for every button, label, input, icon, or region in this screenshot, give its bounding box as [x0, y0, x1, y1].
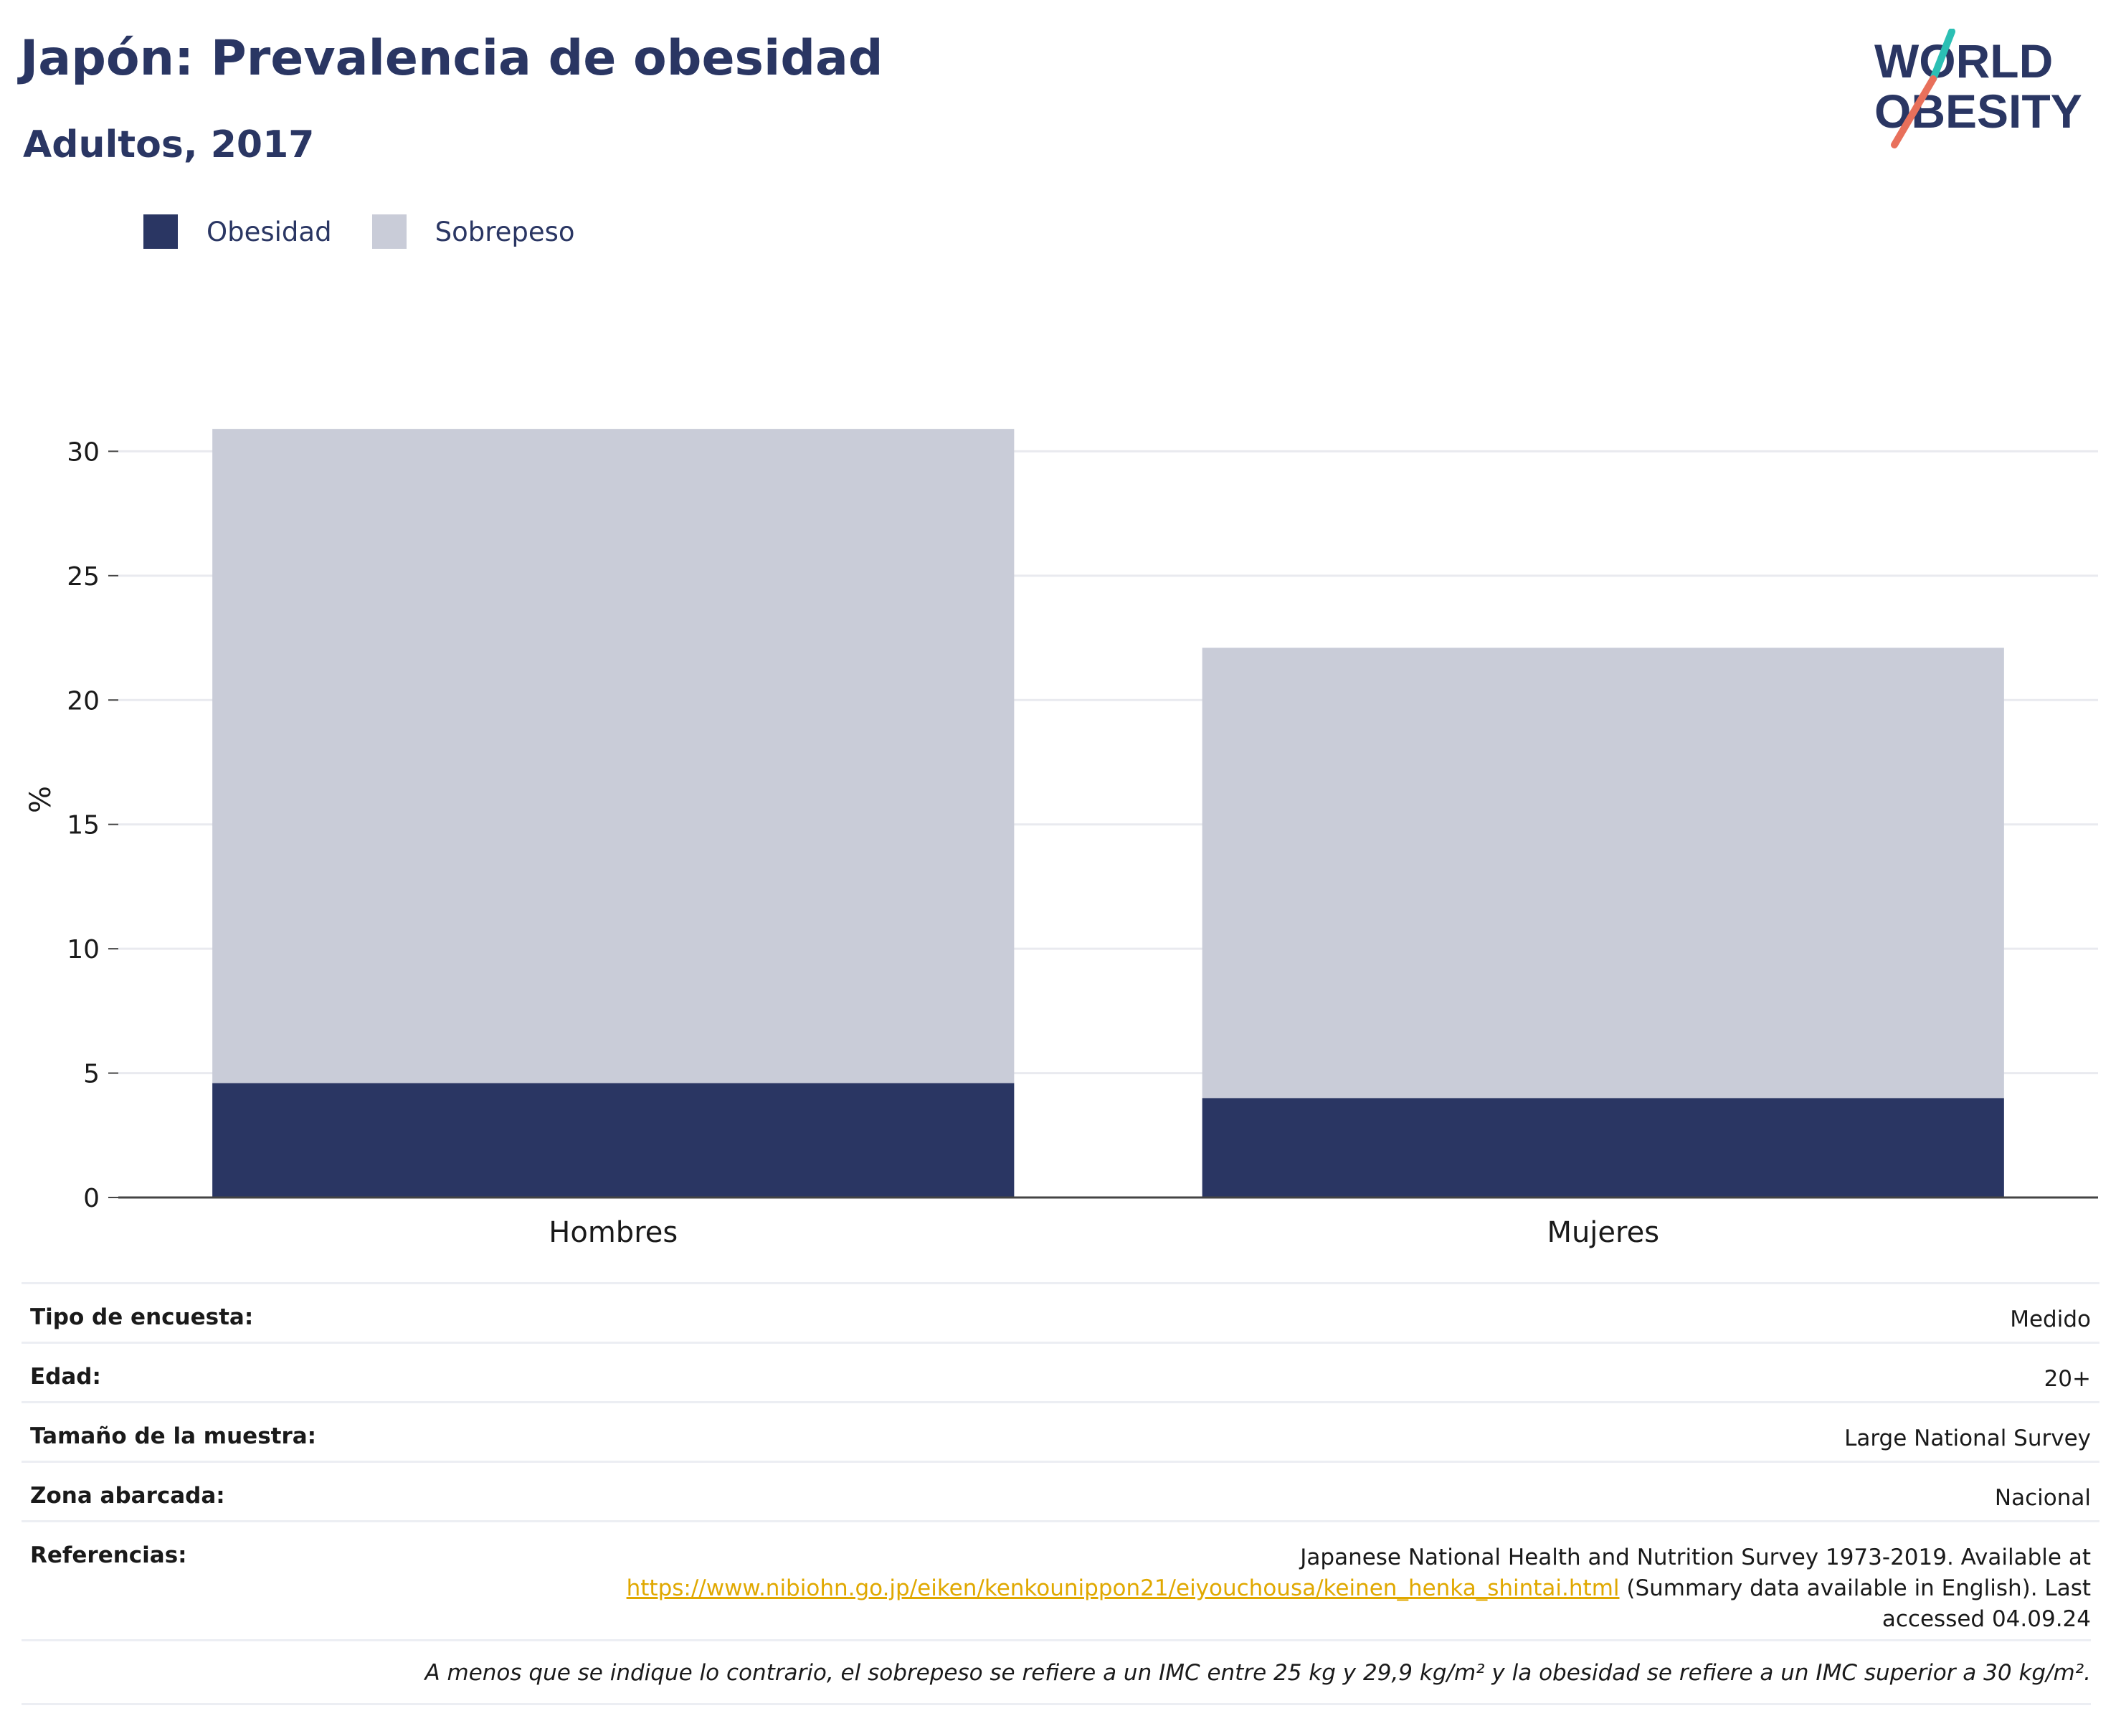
info-row-area: Zona abarcada: Nacional — [22, 1461, 2099, 1520]
info-row-references: Referencias: Japanese National Health an… — [22, 1520, 2099, 1643]
legend-label-sobrepeso: Sobrepeso — [435, 216, 575, 247]
page-subtitle: Adultos, 2017 — [23, 123, 315, 166]
legend-swatch-obesidad — [143, 214, 178, 249]
y-tick-label: 0 — [83, 1184, 100, 1213]
bar-sobrepeso-mujeres — [1202, 648, 2004, 1099]
y-tick-label: 30 — [67, 437, 100, 467]
logo-line1: WORLD — [1874, 34, 2053, 87]
references-line1: Japanese National Health and Nutrition S… — [1300, 1545, 2091, 1570]
info-key: Tamaño de la muestra: — [30, 1423, 317, 1449]
info-value: 20+ — [2044, 1366, 2091, 1392]
y-tick-label: 5 — [83, 1060, 100, 1089]
info-value: Medido — [2010, 1306, 2091, 1332]
info-row-survey-type: Tipo de encuesta: Medido — [22, 1282, 2099, 1342]
x-tick-label: Hombres — [549, 1216, 678, 1249]
info-value: Large National Survey — [1844, 1426, 2091, 1451]
references-line3: accessed 04.09.24 — [1882, 1606, 2091, 1632]
legend-label-obesidad: Obesidad — [207, 216, 332, 247]
definition-note: A menos que se indique lo contrario, el … — [22, 1639, 2091, 1705]
page-title: Japón: Prevalencia de obesidad — [20, 30, 883, 87]
info-value: Nacional — [1994, 1485, 2091, 1511]
bar-chart: 0 5 10 15 20 25 30% Hombres Mujeres — [24, 429, 2098, 1249]
bar-obesidad-hombres — [212, 1083, 1015, 1197]
x-tick-label: Mujeres — [1547, 1216, 1659, 1249]
world-obesity-logo: WORLD OBESITY — [1874, 29, 2082, 148]
references-text: Japanese National Health and Nutrition S… — [627, 1522, 2091, 1643]
logo-line2: OBESITY — [1874, 85, 2082, 138]
references-link[interactable]: https://www.nibiohn.go.jp/eiken/kenkouni… — [626, 1575, 1620, 1601]
info-key: Tipo de encuesta: — [30, 1304, 254, 1330]
bar-sobrepeso-hombres — [212, 429, 1015, 1083]
legend-item-obesidad[interactable]: Obesidad — [143, 214, 332, 249]
info-key: Referencias: — [30, 1542, 187, 1568]
info-row-sample-size: Tamaño de la muestra: Large National Sur… — [22, 1401, 2099, 1461]
info-key: Edad: — [30, 1364, 101, 1390]
bar-obesidad-mujeres — [1202, 1098, 2004, 1197]
y-tick-label: 20 — [67, 686, 100, 716]
y-tick-label: 15 — [67, 811, 100, 840]
info-row-age: Edad: 20+ — [22, 1342, 2099, 1401]
info-key: Zona abarcada: — [30, 1483, 225, 1509]
legend-item-sobrepeso[interactable]: Sobrepeso — [371, 214, 575, 249]
legend-swatch-sobrepeso — [371, 214, 407, 249]
y-tick-label: 10 — [67, 935, 100, 964]
y-tick-label: 25 — [67, 562, 100, 592]
y-axis-label: % — [24, 786, 57, 813]
references-line2: (Summary data available in English). Las… — [1619, 1575, 2091, 1601]
chart-legend: Obesidad Sobrepeso — [143, 214, 615, 250]
survey-info-table: Tipo de encuesta: Medido Edad: 20+ Tamañ… — [22, 1282, 2099, 1643]
